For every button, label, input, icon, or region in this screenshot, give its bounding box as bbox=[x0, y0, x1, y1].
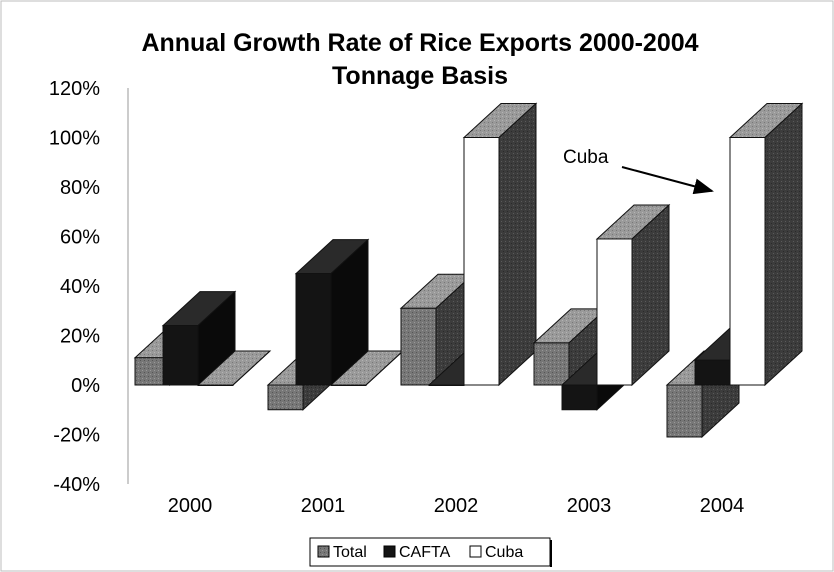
y-tick-label: 100% bbox=[49, 128, 100, 150]
y-tick-label: -20% bbox=[53, 425, 100, 447]
legend-swatch-cafta bbox=[383, 545, 396, 558]
y-tick-label: 120% bbox=[49, 78, 100, 100]
bar-cafta-2000 bbox=[161, 290, 237, 387]
annotation-cuba-arrow bbox=[621, 166, 714, 195]
x-axis-categories: 2000 2001 2002 2003 2004 bbox=[168, 495, 745, 517]
legend-box bbox=[309, 537, 551, 567]
chart-subtitle: Tonnage Basis bbox=[332, 62, 508, 90]
legend-swatch-total bbox=[317, 545, 330, 558]
bar-cuba-2002 bbox=[462, 102, 538, 387]
x-category-label: 2001 bbox=[301, 495, 346, 517]
legend-label-cafta: CAFTA bbox=[399, 544, 451, 561]
y-tick-label: 40% bbox=[60, 276, 100, 298]
legend: Total CAFTA Cuba bbox=[309, 537, 552, 567]
bars bbox=[133, 102, 804, 439]
y-tick-label: 20% bbox=[60, 326, 100, 348]
bar-cafta-2001 bbox=[294, 238, 370, 387]
annotation-cuba-label: Cuba bbox=[563, 147, 609, 168]
legend-label-cuba: Cuba bbox=[485, 544, 523, 561]
legend-swatch-cuba bbox=[469, 545, 482, 558]
bar-cuba-2000 bbox=[196, 350, 272, 386]
y-tick-label: 60% bbox=[60, 227, 100, 249]
legend-label-total: Total bbox=[333, 544, 367, 561]
x-category-label: 2003 bbox=[567, 495, 612, 517]
x-category-label: 2004 bbox=[700, 495, 745, 517]
x-category-label: 2000 bbox=[168, 495, 213, 517]
y-tick-label: 80% bbox=[60, 177, 100, 199]
bar-cuba-2003 bbox=[595, 203, 671, 387]
y-tick-label: -40% bbox=[53, 474, 100, 496]
y-axis-ticks: 120% 100% 80% 60% 40% 20% 0% -20% -40% bbox=[49, 78, 100, 496]
chart-title: Annual Growth Rate of Rice Exports 2000-… bbox=[141, 29, 698, 57]
bar-cuba-2004 bbox=[728, 102, 804, 387]
y-tick-label: 0% bbox=[71, 375, 100, 397]
x-category-label: 2002 bbox=[434, 495, 479, 517]
